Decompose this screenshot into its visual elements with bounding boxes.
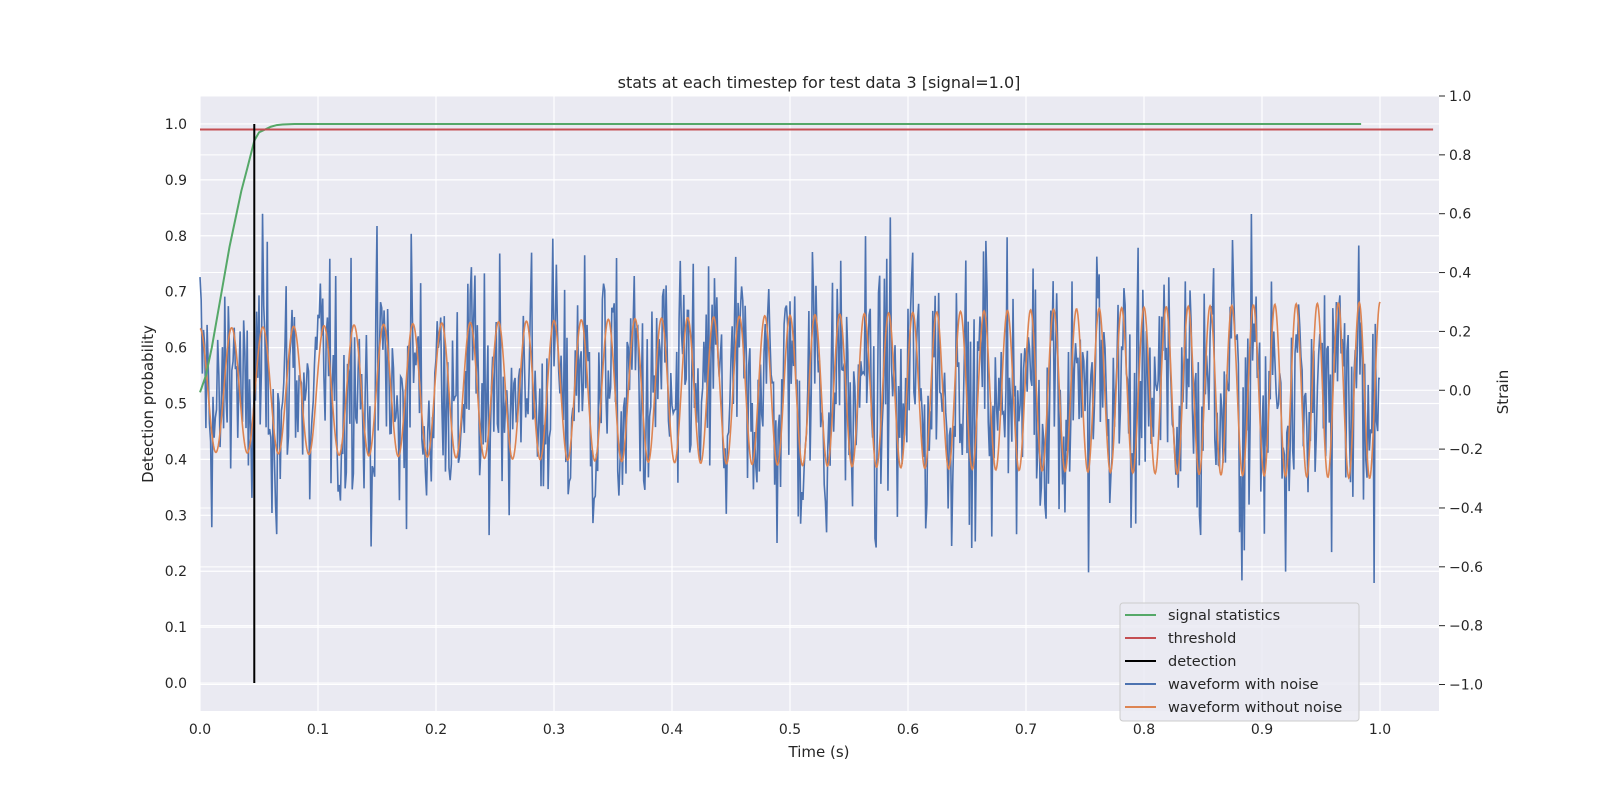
y-left-tick-label: 0.0 [165,676,187,692]
y-right-tick-label: 0.0 [1449,383,1471,399]
y-right-tick-label: −0.2 [1449,442,1483,458]
x-tick-label: 0.3 [543,722,565,738]
x-tick-label: 0.4 [661,722,683,738]
y-axis-right-label: Strain [1494,370,1512,414]
y-right-tick-label: 0.6 [1449,207,1471,223]
y-left-tick-label: 0.8 [165,229,187,245]
legend-label-signal-statistics: signal statistics [1168,608,1280,624]
y-left-tick-label: 0.7 [165,285,187,301]
legend-label-detection: detection [1168,654,1236,670]
x-tick-label: 0.0 [189,722,211,738]
y-left-tick-label: 0.3 [165,508,187,524]
y-right-tick-label: −0.8 [1449,619,1483,635]
y-right-ticks: −1.0 −0.8 −0.6 −0.4 −0.2 0.0 0.2 0.4 0.6 0.8 1.0 [1439,89,1483,694]
y-right-tick-label: −1.0 [1449,678,1483,694]
y-left-ticks: 0.0 0.1 0.2 0.3 0.4 0.5 0.6 0.7 0.8 0.9 1.0 [165,117,187,692]
y-right-tick-label: 0.8 [1449,148,1471,164]
legend: signal statistics threshold detection wa… [1119,602,1360,722]
y-left-tick-label: 0.6 [165,341,187,357]
x-tick-label: 1.0 [1369,722,1391,738]
x-axis-label: Time (s) [788,743,850,761]
y-right-tick-label: −0.4 [1449,501,1483,517]
legend-box [1119,602,1360,722]
y-left-tick-label: 0.5 [165,397,187,413]
y-right-tick-label: −0.6 [1449,560,1483,576]
y-left-tick-label: 0.1 [165,620,187,636]
y-right-tick-label: 0.2 [1449,324,1471,340]
series-waveform-without-noise [199,300,1381,480]
y-left-tick-label: 1.0 [165,117,187,133]
legend-label-waveform-without-noise: waveform without noise [1168,700,1342,716]
x-tick-label: 0.6 [897,722,919,738]
y-left-tick-label: 0.2 [165,564,187,580]
y-right-tick-label: 1.0 [1449,89,1471,105]
legend-label-threshold: threshold [1168,631,1236,647]
chart-title: stats at each timestep for test data 3 [… [618,73,1021,92]
x-tick-label: 0.2 [425,722,447,738]
x-ticks: 0.0 0.1 0.2 0.3 0.4 0.5 0.6 0.7 0.8 0.9 1.0 [189,722,1391,738]
x-tick-label: 0.8 [1133,722,1155,738]
y-left-tick-label: 0.9 [165,173,187,189]
x-tick-label: 0.7 [1015,722,1037,738]
legend-label-waveform-with-noise: waveform with noise [1168,677,1319,693]
series-layer [199,122,1434,684]
y-left-tick-label: 0.4 [165,452,187,468]
y-axis-left-label: Detection probability [139,325,157,483]
y-right-tick-label: 0.4 [1449,266,1471,282]
x-tick-label: 0.9 [1251,722,1273,738]
x-tick-label: 0.1 [307,722,329,738]
x-tick-label: 0.5 [779,722,801,738]
